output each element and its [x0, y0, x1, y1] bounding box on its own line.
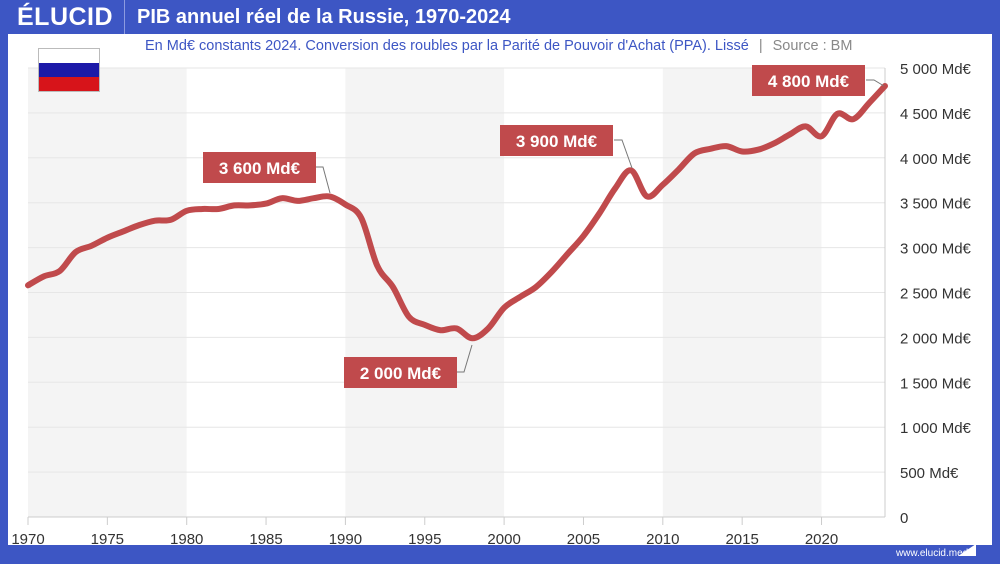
y-tick-label: 4 000 Md€ — [900, 151, 972, 168]
x-tick-label: 1975 — [91, 531, 124, 548]
y-tick-label: 0 — [900, 510, 908, 527]
annotation-label: 4 800 Md€ — [768, 72, 850, 91]
y-tick-label: 2 500 Md€ — [900, 286, 972, 303]
chart-title: PIB annuel réel de la Russie, 1970-2024 — [137, 6, 511, 28]
annotation-label: 3 600 Md€ — [219, 159, 301, 178]
x-tick-label: 1985 — [249, 531, 282, 548]
x-tick-label: 1970 — [11, 531, 44, 548]
y-tick-label: 4 500 Md€ — [900, 106, 972, 123]
x-tick-label: 2005 — [567, 531, 600, 548]
annotation-box — [500, 125, 613, 156]
chart-subtitle: En Md€ constants 2024. Conversion des ro… — [145, 38, 852, 54]
header: ÉLUCID PIB annuel réel de la Russie, 197… — [0, 0, 1000, 34]
gdp-series-line — [25, 82, 888, 342]
x-tick-label: 1995 — [408, 531, 441, 548]
x-tick-label: 2020 — [805, 531, 838, 548]
x-tick-label: 2010 — [646, 531, 679, 548]
footer-url: www.elucid.media — [895, 548, 976, 559]
elucid-mark-icon — [958, 544, 976, 556]
y-tick-label: 500 Md€ — [900, 465, 959, 482]
annotation-leader — [866, 79, 885, 87]
annotation-box — [752, 65, 865, 96]
annotation-label: 3 900 Md€ — [516, 132, 598, 151]
annotation-leader — [315, 166, 331, 194]
subtitle-separator: | — [758, 38, 763, 54]
annotation-leader — [614, 139, 633, 169]
annotation-box — [203, 152, 316, 183]
y-tick-label: 3 500 Md€ — [900, 196, 972, 213]
y-tick-label: 1 500 Md€ — [900, 375, 972, 392]
elucid-logo: ÉLUCID — [17, 3, 114, 31]
y-tick-label: 3 000 Md€ — [900, 241, 972, 258]
annotation-label: 2 000 Md€ — [360, 364, 442, 383]
annotation-leader — [456, 344, 473, 373]
subtitle-text: En Md€ constants 2024. Conversion des ro… — [145, 38, 749, 54]
russia-flag-icon — [38, 48, 100, 92]
annotation-box — [344, 357, 457, 388]
x-tick-label: 1980 — [170, 531, 203, 548]
header-divider — [124, 0, 125, 34]
x-tick-label: 2000 — [487, 531, 520, 548]
y-tick-label: 2 000 Md€ — [900, 330, 972, 347]
source-text: Source : BM — [772, 38, 853, 54]
y-tick-label: 5 000 Md€ — [900, 61, 972, 78]
x-tick-label: 1990 — [329, 531, 362, 548]
y-tick-label: 1 000 Md€ — [900, 420, 972, 437]
x-tick-label: 2015 — [725, 531, 758, 548]
